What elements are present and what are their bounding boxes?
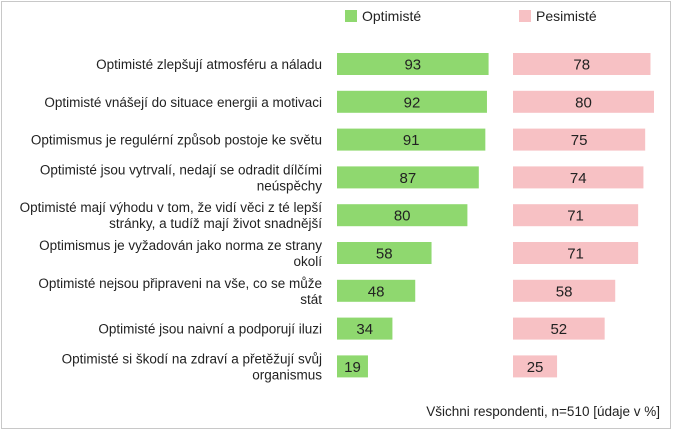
bar-optimiste [337,128,486,151]
value-label: 19 [344,359,361,376]
category-label-line: Optimisté si škodí na zdraví a přetěžují… [62,351,322,366]
bar-optimiste [337,166,479,189]
category-label-line: Optimisté nejsou připraveni na vše, co s… [38,276,322,291]
value-label: 91 [403,132,420,149]
category-label: Optimismus je vyžadován jako norma ze st… [39,238,322,269]
value-label: 93 [404,57,421,74]
category-label: Optimisté nejsou připraveni na vše, co s… [38,276,322,307]
category-label-line: neúspěchy [257,178,323,193]
legend-item-pesimiste: Pesimisté [519,8,597,24]
bar-pesimiste [513,204,639,227]
category-label: Optimisté vnášejí do situace energii a m… [44,95,322,110]
category-label-line: Optimismus je vyžadován jako norma ze st… [39,238,322,253]
bar-pesimiste [513,53,651,75]
bar-pesimiste [513,90,654,113]
value-label: 80 [394,208,411,225]
category-label-line: Optimisté jsou naivní a podporují iluzi [98,322,322,337]
category-label-line: organismus [252,367,322,382]
bar-pesimiste [513,128,646,151]
legend: Optimisté Pesimisté [0,8,674,32]
category-label-line: Optimisté mají výhodu v tom, že vidí věc… [20,200,323,215]
category-label-line: Optimisté jsou vytrvalí, nedají se odrad… [40,162,322,177]
category-label: Optimisté jsou vytrvalí, nedají se odrad… [40,162,322,193]
bar-optimiste [337,90,487,113]
value-label: 80 [575,94,592,111]
footnote: Všichni respondenti, n=510 [údaje v %] [426,404,660,419]
value-label: 58 [556,283,573,300]
value-label: 34 [356,321,373,338]
bar-optimiste [337,204,468,227]
bar-optimiste [337,279,416,302]
category-label: Optimisté jsou naivní a podporují iluzi [98,322,322,337]
legend-swatch-optimiste [345,10,357,22]
category-label-line: Optimismus je regulérní způsob postoje k… [31,133,322,148]
category-label: Optimisté zlepšují atmosféru a náladu [96,57,322,72]
legend-label-optimiste: Optimisté [362,8,422,24]
bar-pesimiste [513,166,644,189]
value-label: 71 [567,208,584,225]
value-label: 74 [570,170,587,187]
bar-pesimiste [513,317,605,340]
bar-optimiste [337,317,393,340]
bar-optimiste [337,53,489,75]
value-label: 48 [368,283,385,300]
value-label: 75 [571,132,588,149]
category-label-line: Optimisté zlepšují atmosféru a náladu [96,57,322,72]
category-label-line: okolí [293,254,322,269]
legend-item-optimiste: Optimisté [345,8,421,24]
bar-optimiste [337,355,368,378]
category-label: Optimisté si škodí na zdraví a přetěžují… [62,351,323,382]
category-label-line: stát [300,292,322,307]
category-label-line: stránky, a tudíž mají život snadnější [109,216,322,231]
value-label: 58 [376,246,393,263]
category-label: Optimismus je regulérní způsob postoje k… [31,133,322,148]
value-label: 52 [550,321,567,338]
category-label: Optimisté mají výhodu v tom, že vidí věc… [20,200,323,231]
value-label: 78 [573,57,590,74]
bar-optimiste [337,242,432,264]
bar-pesimiste [513,242,639,264]
bar-pesimiste [513,279,616,302]
value-label: 71 [567,246,584,263]
value-label: 92 [404,94,421,111]
bar-pesimiste [513,355,558,378]
value-label: 25 [527,359,544,376]
category-label-line: Optimisté vnášejí do situace energii a m… [44,95,322,110]
legend-label-pesimiste: Pesimisté [536,8,597,24]
value-label: 87 [400,170,417,187]
legend-swatch-pesimiste [519,10,531,22]
